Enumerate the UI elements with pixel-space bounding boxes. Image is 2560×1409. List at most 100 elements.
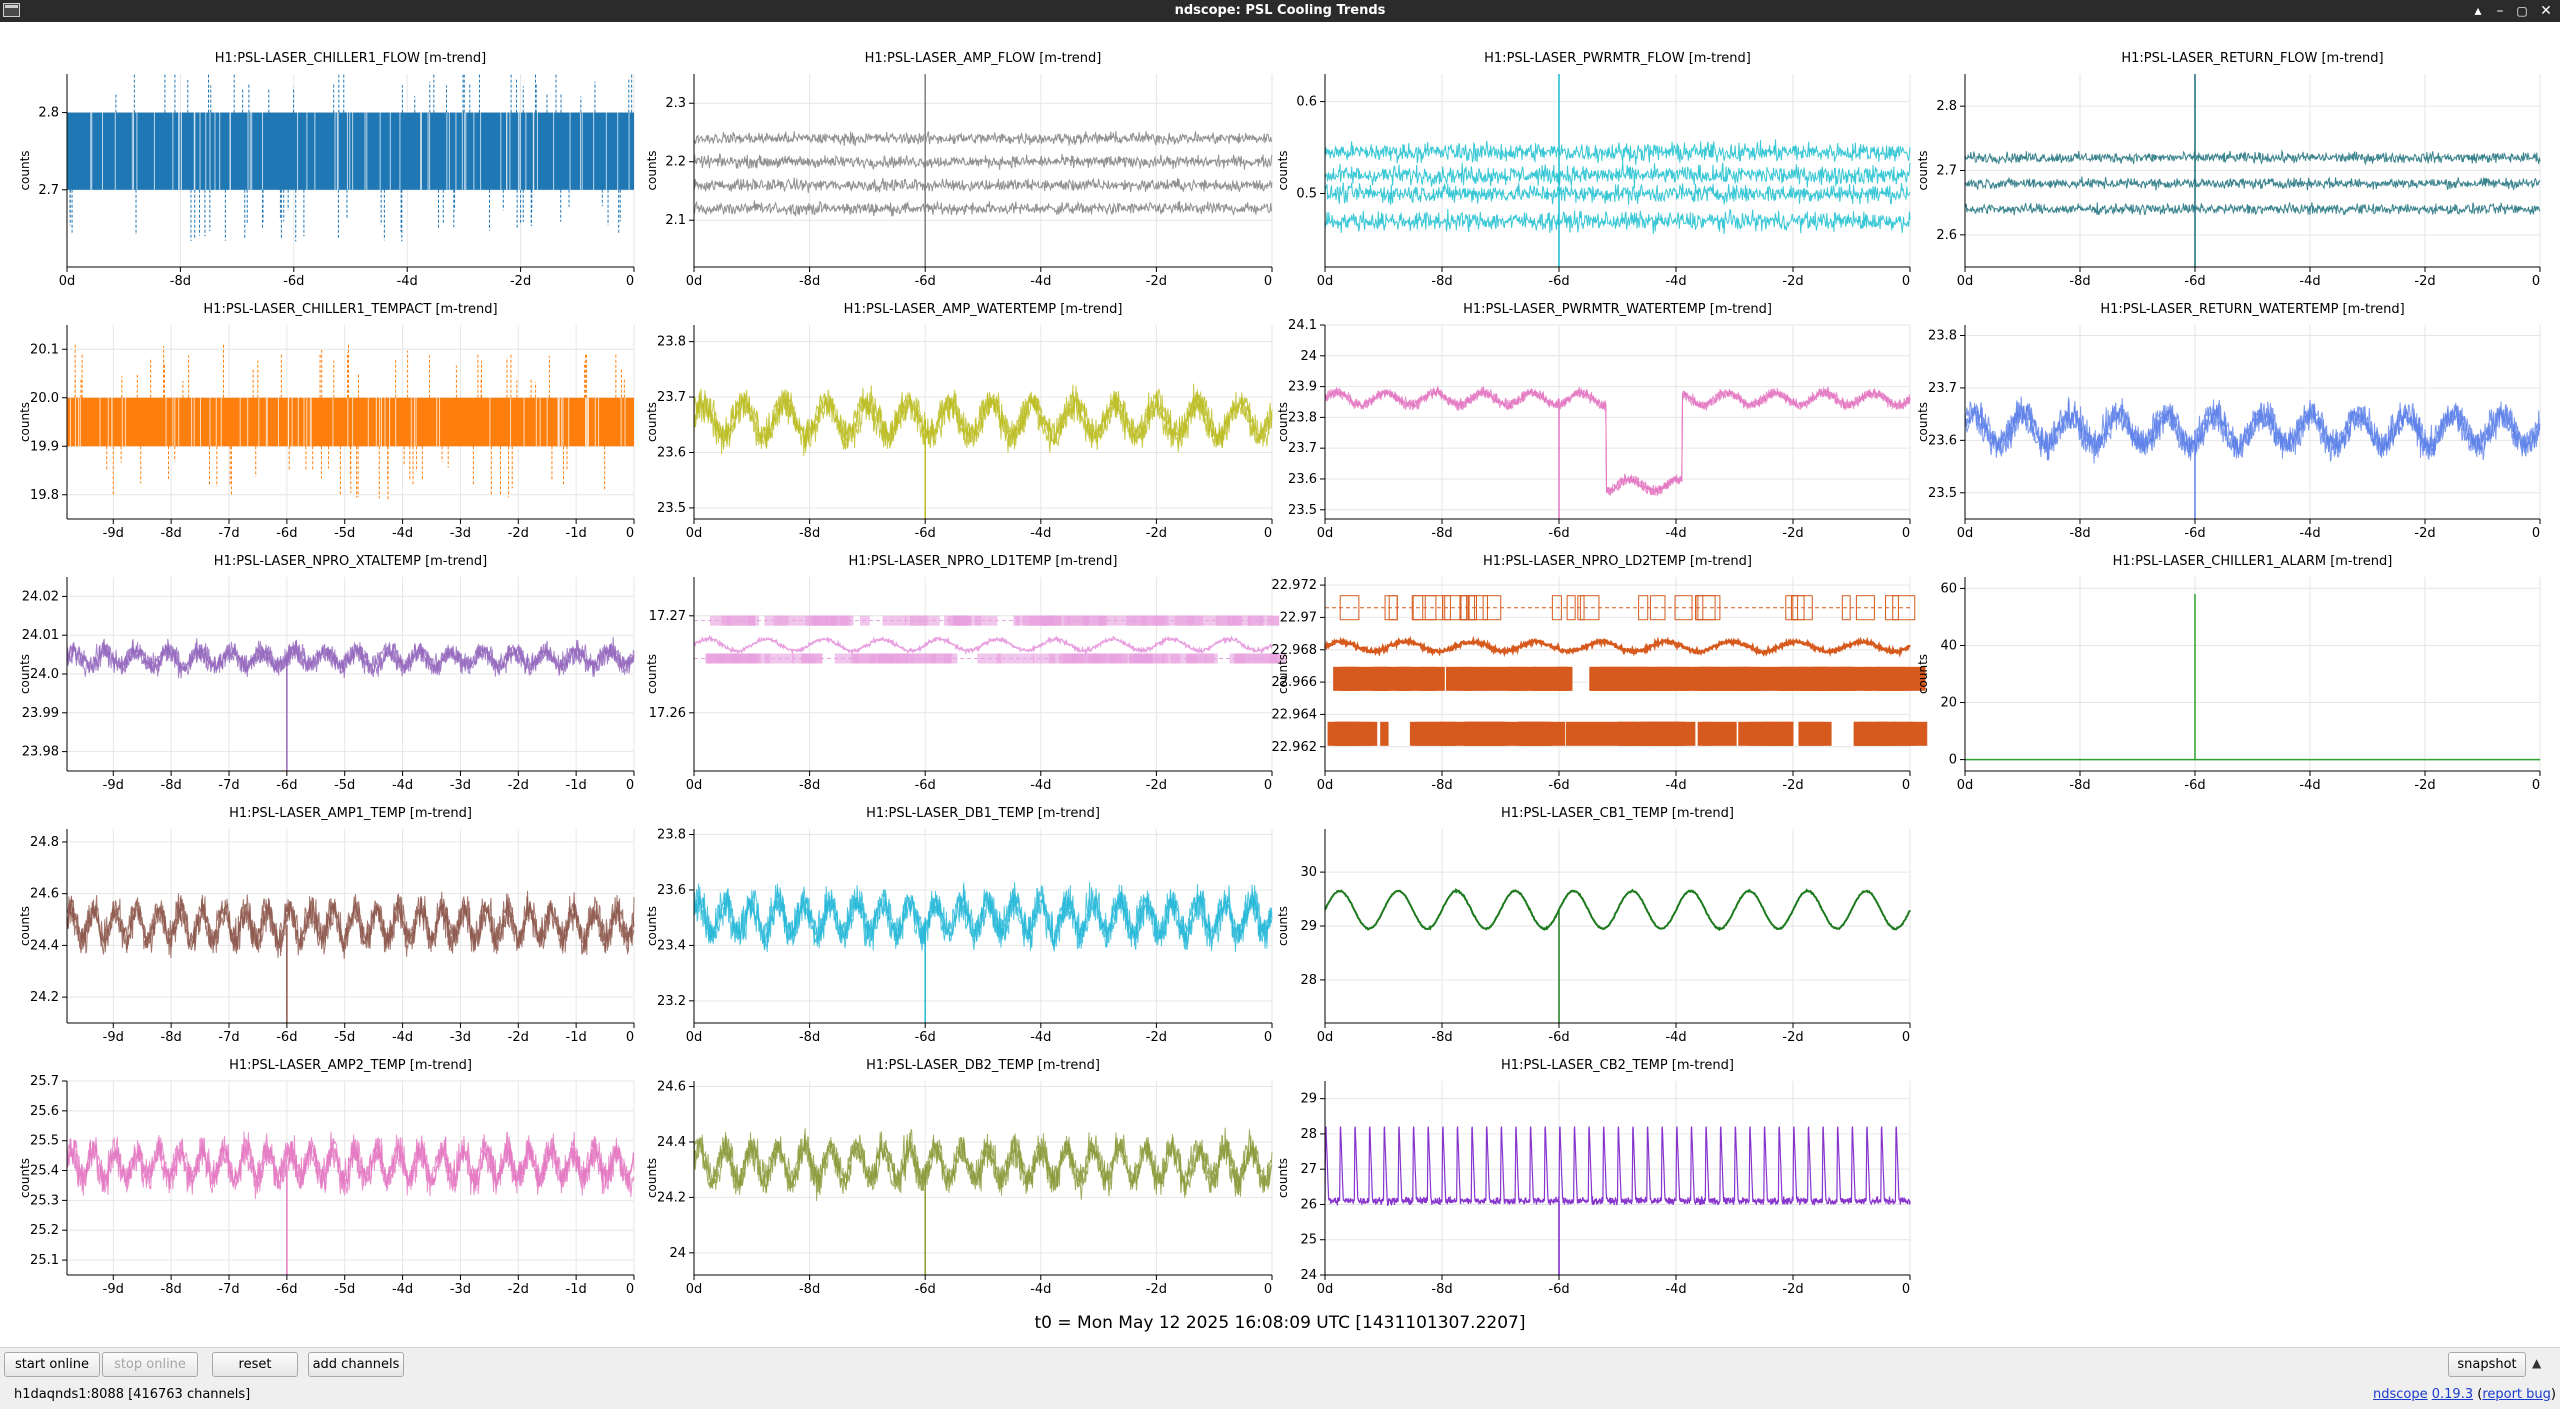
data-series bbox=[1323, 635, 1911, 658]
data-block bbox=[1442, 595, 1451, 621]
plot-panel[interactable]: H1:PSL-LASER_CB1_TEMP [m-trend] counts 28 2… bbox=[1276, 806, 1911, 1045]
y-tick-label: 24 bbox=[669, 1246, 686, 1261]
data-block bbox=[1043, 615, 1061, 626]
plot-title: H1:PSL-LASER_NPRO_XTALTEMP [m-trend] bbox=[214, 554, 487, 569]
y-tick-label: 20.1 bbox=[30, 342, 59, 357]
y-axis-label: counts bbox=[18, 402, 32, 442]
y-tick-label: 29 bbox=[1300, 919, 1317, 934]
plot-panel[interactable]: H1:PSL-LASER_PWRMTR_WATERTEMP [m-trend] c… bbox=[1276, 302, 1911, 541]
version-link[interactable]: 0.19.3 bbox=[2431, 1387, 2474, 1402]
reset-button[interactable]: reset bbox=[212, 1352, 298, 1377]
x-tick-label: -5d bbox=[334, 526, 355, 541]
plot-panel[interactable]: H1:PSL-LASER_AMP_WATERTEMP [m-trend] coun… bbox=[645, 302, 1273, 541]
x-tick-label: -5d bbox=[334, 1282, 355, 1297]
y-tick-label: 20 bbox=[1940, 696, 1957, 711]
app-icon[interactable] bbox=[3, 3, 20, 17]
y-tick-label: 2.7 bbox=[1936, 164, 1957, 179]
plot-grid[interactable]: H1:PSL-LASER_CHILLER1_FLOW [m-trend] coun… bbox=[0, 22, 2560, 1347]
x-tick-label: -9d bbox=[103, 526, 124, 541]
data-block bbox=[1702, 721, 1713, 746]
plot-panel[interactable]: H1:PSL-LASER_CHILLER1_FLOW [m-trend] coun… bbox=[18, 51, 635, 289]
add-channels-button[interactable]: add channels bbox=[308, 1352, 404, 1377]
x-tick-label: -2d bbox=[508, 778, 529, 793]
y-tick-label: 29 bbox=[1300, 1092, 1317, 1107]
plot-panel[interactable]: H1:PSL-LASER_CHILLER1_ALARM [m-trend] cou… bbox=[1916, 554, 2541, 793]
y-tick-label: 28 bbox=[1300, 1127, 1317, 1142]
x-tick-label: -4d bbox=[1030, 274, 1051, 289]
plot-panel[interactable]: H1:PSL-LASER_CB2_TEMP [m-trend] counts 24 2… bbox=[1276, 1058, 1911, 1297]
x-tick-label: -2d bbox=[508, 1282, 529, 1297]
data-series bbox=[66, 893, 635, 959]
x-tick-label: -2d bbox=[510, 274, 531, 289]
plot-panel[interactable]: H1:PSL-LASER_DB1_TEMP [m-trend]counts23.… bbox=[645, 806, 1273, 1045]
plot-panel[interactable]: H1:PSL-LASER_AMP_FLOW [m-trend] counts 2.1… bbox=[645, 51, 1273, 289]
y-axis-label: counts bbox=[645, 906, 659, 946]
data-block bbox=[1561, 666, 1569, 691]
y-tick-label: 24.2 bbox=[657, 1190, 686, 1205]
data-block bbox=[1798, 721, 1823, 746]
y-tick-label: 25.1 bbox=[30, 1253, 59, 1268]
data-block bbox=[1875, 666, 1906, 691]
x-tick-label: -8d bbox=[1431, 1030, 1452, 1045]
data-block bbox=[1182, 615, 1204, 626]
data-block bbox=[977, 653, 1002, 664]
data-block bbox=[882, 615, 907, 626]
data-block bbox=[721, 615, 755, 626]
plot-panel[interactable]: H1:PSL-LASER_RETURN_WATERTEMP [m-trend] c… bbox=[1916, 302, 2541, 541]
plot-panel[interactable]: H1:PSL-LASER_AMP1_TEMP [m-trend]counts24… bbox=[18, 806, 635, 1045]
x-tick-label: -8d bbox=[799, 274, 820, 289]
status-bar: h1daqnds1:8088 [416763 channels] ndscope… bbox=[0, 1383, 2560, 1409]
data-block bbox=[1906, 666, 1926, 691]
data-series bbox=[1964, 176, 2541, 191]
x-tick-label: 0d bbox=[686, 1030, 703, 1045]
x-tick-label: 0d bbox=[1957, 778, 1974, 793]
y-tick-label: 23.4 bbox=[657, 938, 686, 953]
plot-panel[interactable]: H1:PSL-LASER_PWRMTR_FLOW [m-trend] counts… bbox=[1276, 51, 1911, 289]
stop-online-button[interactable]: stop online bbox=[102, 1352, 198, 1377]
data-block bbox=[1695, 666, 1734, 691]
close-icon[interactable]: ✕ bbox=[2540, 3, 2552, 19]
x-tick-label: 0d bbox=[1957, 274, 1974, 289]
x-tick-label: 0 bbox=[626, 526, 634, 541]
ndscope-link[interactable]: ndscope bbox=[2372, 1387, 2428, 1402]
plot-panel[interactable]: H1:PSL-LASER_CHILLER1_TEMPACT [m-trend] c… bbox=[18, 302, 635, 541]
plot-panel[interactable]: H1:PSL-LASER_NPRO_LD1TEMP [m-trend] count… bbox=[645, 554, 1286, 793]
plot-title: H1:PSL-LASER_AMP_WATERTEMP [m-trend] bbox=[844, 302, 1123, 317]
x-tick-label: -2d bbox=[1782, 778, 1803, 793]
y-axis-label: counts bbox=[645, 654, 659, 694]
x-tick-label: 0d bbox=[1317, 274, 1334, 289]
x-tick-label: -2d bbox=[1146, 526, 1167, 541]
report-bug-link[interactable]: report bug bbox=[2482, 1387, 2551, 1402]
data-block bbox=[1745, 666, 1787, 691]
y-tick-label: 24.01 bbox=[22, 628, 59, 643]
plots-canvas[interactable]: H1:PSL-LASER_CHILLER1_FLOW [m-trend] coun… bbox=[0, 22, 2560, 1347]
y-tick-label: 22.968 bbox=[1272, 643, 1318, 658]
expand-arrow-icon[interactable]: ▲ bbox=[2532, 1356, 2542, 1370]
plot-panel[interactable]: H1:PSL-LASER_RETURN_FLOW [m-trend] counts… bbox=[1916, 51, 2541, 289]
y-tick-label: 23.7 bbox=[1928, 381, 1957, 396]
data-block bbox=[1014, 615, 1045, 626]
x-tick-label: -2d bbox=[1782, 274, 1803, 289]
data-series bbox=[1964, 396, 2541, 462]
data-block bbox=[709, 615, 731, 626]
x-tick-label: 0 bbox=[1264, 274, 1272, 289]
y-axis-label: counts bbox=[1276, 402, 1290, 442]
data-series bbox=[66, 1131, 635, 1200]
maximize-icon[interactable]: ▢ bbox=[2516, 4, 2528, 18]
snapshot-button[interactable]: snapshot bbox=[2448, 1352, 2526, 1377]
minimize-icon[interactable]: – bbox=[2496, 3, 2504, 19]
plot-panel[interactable]: H1:PSL-LASER_AMP2_TEMP [m-trend]counts25… bbox=[18, 1058, 635, 1297]
data-series bbox=[693, 153, 1273, 170]
plot-panel[interactable]: H1:PSL-LASER_NPRO_LD2TEMP [m-trend] count… bbox=[1272, 554, 1928, 793]
x-tick-label: 0 bbox=[1902, 526, 1910, 541]
y-tick-label: 25.3 bbox=[30, 1193, 59, 1208]
keep-above-icon[interactable]: ▴ bbox=[2474, 3, 2482, 19]
x-tick-label: -1d bbox=[566, 1282, 587, 1297]
start-online-button[interactable]: start online bbox=[4, 1352, 100, 1377]
plot-panel[interactable]: H1:PSL-LASER_NPRO_XTALTEMP [m-trend] coun… bbox=[18, 554, 635, 793]
plot-title: H1:PSL-LASER_AMP2_TEMP [m-trend] bbox=[229, 1058, 472, 1073]
data-block bbox=[859, 615, 870, 626]
plot-panel[interactable]: H1:PSL-LASER_DB2_TEMP [m-trend] counts 24 2… bbox=[645, 1058, 1273, 1297]
x-tick-label: -6d bbox=[915, 274, 936, 289]
y-tick-label: 2.2 bbox=[665, 155, 686, 170]
